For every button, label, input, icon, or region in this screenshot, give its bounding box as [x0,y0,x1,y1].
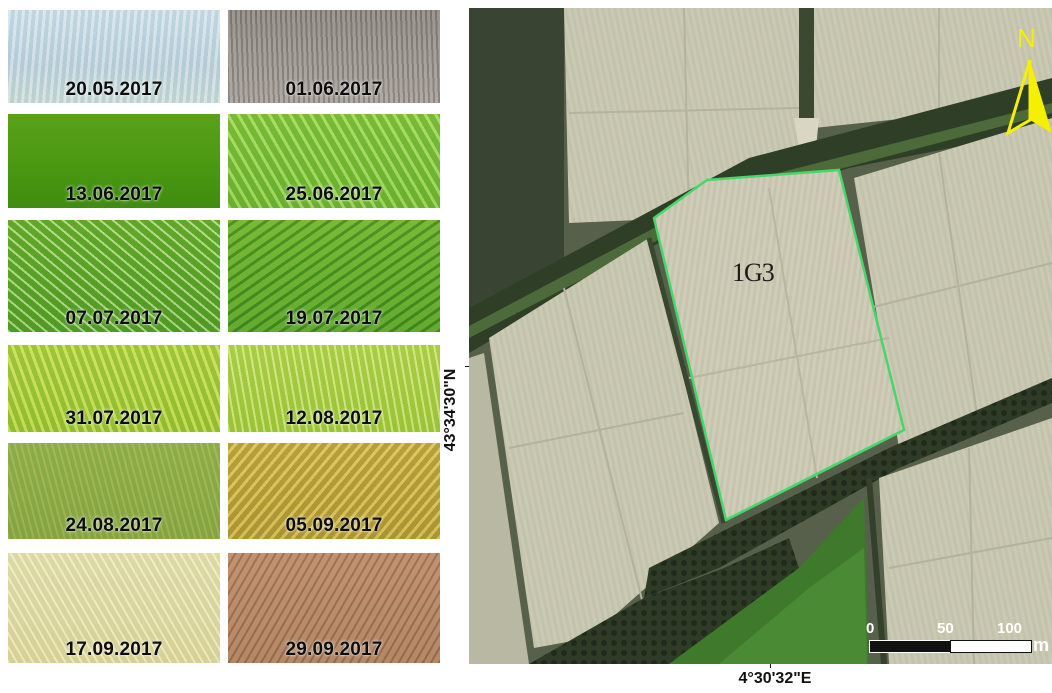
latitude-label: 43°34'30"N [436,355,466,465]
field-photo-2017-06-01: 01.06.2017 [228,10,440,103]
plot-id-label: 1G3 [732,258,775,287]
latitude-label-text: 43°34'30"N [442,368,459,452]
photo-date-label: 25.06.2017 [285,184,383,205]
scale-label-100: 100 [997,620,1023,637]
photo-date-label: 20.05.2017 [65,79,163,100]
scale-bar-white-segment [950,640,1032,653]
field-photo-2017-09-17: 17.09.2017 [8,553,220,663]
aerial-map-imagery [469,8,1052,664]
photo-date-label: 12.08.2017 [285,408,383,429]
plot-boundary-outline [652,168,906,522]
field-photo-2017-09-05: 05.09.2017 [228,443,440,539]
field-photo-2017-07-19: 19.07.2017 [228,220,440,332]
field-photo-2017-09-29: 29.09.2017 [228,553,440,663]
photo-date-label: 24.08.2017 [65,515,163,536]
north-label: N [1017,23,1036,53]
latitude-tick [465,366,469,367]
field-photo-2017-07-31: 31.07.2017 [8,345,220,432]
field-photo-2017-06-13: 13.06.2017 [8,114,220,208]
photo-date-label: 01.06.2017 [285,79,383,100]
field-photo-2017-07-07: 07.07.2017 [8,220,220,332]
field-photo-2017-08-12: 12.08.2017 [228,345,440,432]
photo-date-label: 13.06.2017 [65,184,163,205]
photo-date-label: 19.07.2017 [285,308,383,329]
field-photo-2017-06-25: 25.06.2017 [228,114,440,208]
field-photo-2017-08-24: 24.08.2017 [8,443,220,539]
longitude-label: 4°30'32"E [738,670,812,687]
aerial-map: 1G3 N 0 50 100 m [469,8,1052,664]
scale-bar-black-segment [869,640,951,653]
scale-bar: 0 50 100 m [866,620,1052,660]
field-photo-2017-05-20: 20.05.2017 [8,10,220,103]
photo-date-label: 17.09.2017 [65,639,163,660]
longitude-tick [770,664,771,668]
photo-date-label: 07.07.2017 [65,308,163,329]
photo-date-label: 05.09.2017 [285,515,383,536]
scale-unit-label: m [1033,635,1050,655]
photo-date-label: 31.07.2017 [65,408,163,429]
scale-label-0: 0 [866,620,875,637]
north-arrow-icon [1005,59,1052,137]
photo-date-label: 29.09.2017 [285,639,383,660]
scale-label-50: 50 [937,620,954,637]
